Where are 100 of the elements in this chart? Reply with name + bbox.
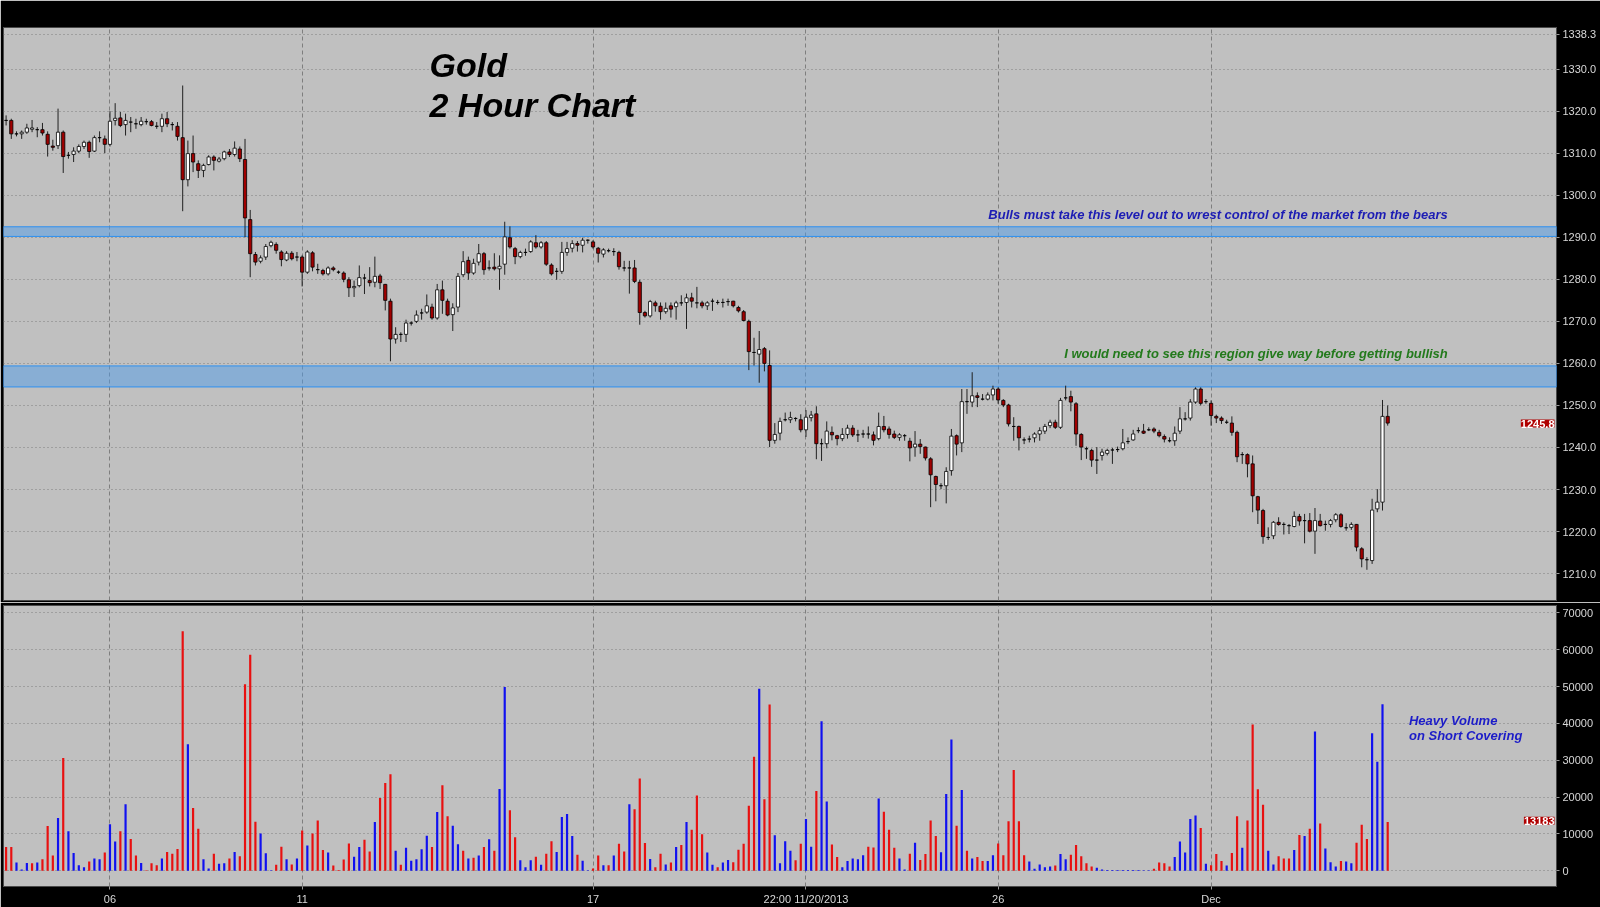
bar — [446, 816, 449, 871]
bar — [706, 852, 709, 871]
candlestick — [1359, 546, 1364, 568]
bar — [347, 843, 350, 871]
bar — [981, 861, 984, 871]
y-tick-label: 1330.0 — [1562, 63, 1597, 76]
bar — [726, 859, 730, 871]
bar — [456, 844, 460, 871]
candlestick — [928, 456, 933, 508]
bar — [233, 851, 236, 871]
bar — [877, 798, 880, 871]
band-label: I would need to see this region give way before getting bullish — [1064, 345, 1448, 361]
bar — [950, 739, 953, 871]
bar — [815, 791, 818, 871]
bar — [742, 843, 745, 871]
y-tick-label: 1280.0 — [1562, 273, 1597, 286]
bar — [680, 844, 683, 871]
bar — [72, 852, 75, 871]
y-tick-label: 1310.0 — [1562, 147, 1597, 160]
bar — [1386, 822, 1389, 871]
bar — [259, 833, 262, 871]
bar — [207, 868, 210, 871]
bar — [321, 850, 325, 871]
bar — [243, 684, 247, 871]
bar — [929, 820, 932, 871]
bar — [607, 865, 610, 871]
bar — [711, 864, 714, 871]
y-tick-label: 40000 — [1562, 717, 1594, 730]
bar — [275, 864, 278, 871]
bar — [649, 858, 652, 871]
bar — [612, 855, 615, 871]
candlestick — [357, 264, 362, 288]
bar — [955, 825, 958, 871]
x-tick-label: Dec — [1201, 892, 1222, 905]
bar — [5, 847, 8, 871]
bar — [41, 859, 44, 871]
bar — [628, 804, 631, 871]
bar — [264, 853, 267, 871]
bar — [1178, 841, 1182, 871]
bar — [867, 846, 870, 871]
bar — [1054, 865, 1057, 871]
y-tick-label: 1300.0 — [1562, 189, 1597, 202]
bar — [1002, 855, 1005, 871]
x-tick-label: 22:00 11/20/2013 — [763, 892, 849, 905]
bar — [997, 843, 1000, 871]
bar — [784, 841, 787, 871]
bar — [290, 864, 293, 871]
annotation: Heavy Volume on Short Covering — [1408, 712, 1523, 743]
y-tick-label: 1320.0 — [1562, 105, 1597, 118]
bar — [908, 853, 911, 871]
x-tick-label: 06 — [103, 892, 117, 905]
candlestick — [632, 259, 637, 284]
bar — [934, 836, 937, 871]
bar — [1261, 804, 1265, 871]
bar — [1225, 865, 1228, 871]
y-tick-label: 30000 — [1562, 754, 1594, 767]
annotation: 13183 — [1523, 814, 1555, 827]
bar — [249, 654, 252, 871]
bar — [56, 818, 60, 871]
bar — [98, 859, 101, 871]
bar — [1204, 863, 1207, 871]
bar — [1095, 867, 1098, 871]
bar — [181, 631, 184, 871]
bar — [103, 852, 106, 871]
bar — [332, 865, 335, 871]
candlestick — [777, 417, 783, 441]
bar — [25, 862, 28, 871]
bar — [1324, 848, 1327, 871]
bar — [690, 829, 693, 871]
bar — [363, 839, 366, 871]
bar — [560, 816, 563, 871]
bar — [140, 862, 143, 871]
y-tick-label: 50000 — [1562, 680, 1594, 693]
y-tick-label: 1290.0 — [1562, 231, 1597, 244]
bar — [1303, 836, 1306, 871]
bar — [1360, 824, 1363, 871]
bar — [373, 822, 376, 871]
bar — [1184, 852, 1187, 871]
bar — [441, 785, 444, 871]
bar — [378, 798, 382, 871]
bar — [1173, 857, 1176, 871]
bar — [529, 860, 532, 871]
bar — [659, 853, 662, 871]
bar — [913, 842, 917, 871]
bar — [778, 863, 782, 871]
bar — [1028, 861, 1031, 871]
bar — [358, 847, 361, 871]
candlestick — [1172, 425, 1177, 447]
bar — [285, 859, 288, 871]
bar — [306, 845, 309, 871]
bar — [114, 841, 117, 871]
bar — [1267, 850, 1270, 871]
bar — [576, 854, 579, 871]
bar — [202, 859, 205, 871]
bar — [436, 812, 439, 871]
bar — [1256, 789, 1259, 871]
bar — [404, 847, 408, 871]
bar — [384, 783, 387, 871]
bar — [410, 860, 413, 871]
candlestick — [933, 475, 938, 502]
